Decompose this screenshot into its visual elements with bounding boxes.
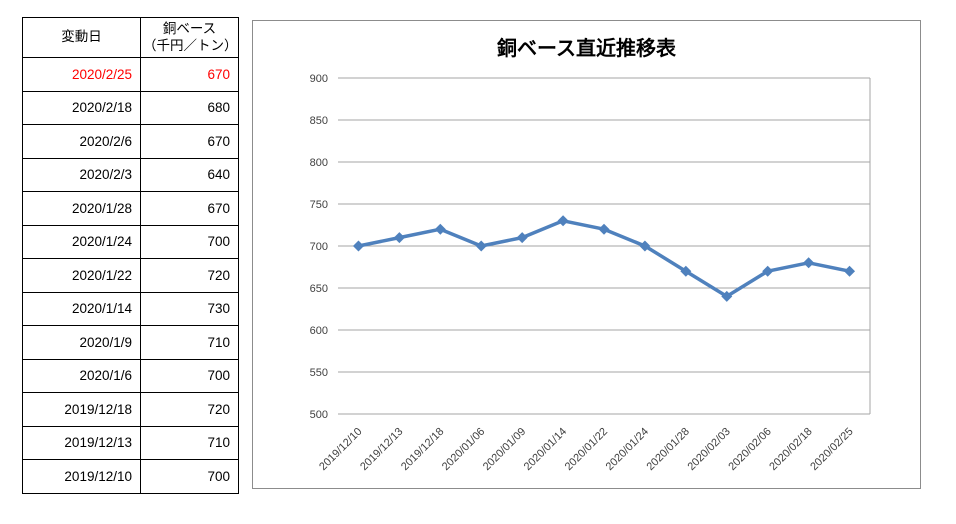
- date-cell[interactable]: 2020/2/25: [22, 57, 141, 92]
- value-cell[interactable]: 640: [140, 157, 239, 192]
- table-row: 2019/12/13 710: [22, 425, 239, 460]
- data-point-marker: [352, 240, 364, 252]
- table-header-row: 変動日 銅ベース （千円／トン）: [22, 17, 239, 58]
- table-row: 2020/1/9 710: [22, 325, 239, 360]
- date-cell[interactable]: 2020/2/3: [22, 157, 141, 192]
- date-cell[interactable]: 2019/12/18: [22, 392, 141, 427]
- table-row: 2020/2/3 640: [22, 157, 239, 192]
- value-cell[interactable]: 710: [140, 425, 239, 460]
- x-axis-tick-label: 2020/02/18: [767, 426, 814, 473]
- date-cell[interactable]: 2020/1/24: [22, 224, 141, 259]
- table-row: 2020/1/14 730: [22, 291, 239, 326]
- value-cell[interactable]: 720: [140, 392, 239, 427]
- table-row: 2020/1/22 720: [22, 258, 239, 293]
- y-axis-tick-label: 850: [310, 115, 328, 127]
- value-header-line2: （千円／トン）: [143, 37, 238, 53]
- y-axis-tick-label: 550: [310, 367, 328, 379]
- data-point-marker: [844, 265, 856, 277]
- date-cell[interactable]: 2020/2/6: [22, 124, 141, 159]
- table-row: 2020/1/28 670: [22, 191, 239, 226]
- table-row: 2020/2/18 680: [22, 90, 239, 125]
- date-cell[interactable]: 2020/1/9: [22, 325, 141, 360]
- x-axis-tick-label: 2020/02/06: [726, 426, 773, 473]
- x-axis-tick-label: 2020/01/24: [604, 426, 651, 473]
- value-cell[interactable]: 730: [140, 291, 239, 326]
- data-point-marker: [639, 240, 651, 252]
- x-axis-tick-label: 2020/02/03: [685, 426, 732, 473]
- x-axis-tick-label: 2019/12/18: [399, 426, 446, 473]
- data-point-marker: [680, 265, 692, 277]
- value-cell[interactable]: 700: [140, 224, 239, 259]
- x-axis-tick-label: 2020/01/06: [440, 426, 487, 473]
- value-cell[interactable]: 700: [140, 358, 239, 393]
- value-cell[interactable]: 670: [140, 191, 239, 226]
- table-row: 2020/1/6 700: [22, 358, 239, 393]
- x-axis-tick-label: 2019/12/10: [317, 426, 364, 473]
- y-axis-tick-label: 750: [310, 199, 328, 211]
- chart[interactable]: 銅ベース直近推移表 500 550 600 650 700 750 800 850 900 201…: [252, 20, 921, 489]
- y-axis-tick-label: 600: [310, 325, 328, 337]
- table-row: 2020/1/24 700: [22, 224, 239, 259]
- table-row: 2019/12/18 720: [22, 392, 239, 427]
- date-cell[interactable]: 2020/1/14: [22, 291, 141, 326]
- table-row: 2019/12/10 700: [22, 459, 239, 494]
- x-axis-tick-label: 2020/01/09: [481, 426, 528, 473]
- data-point-marker: [475, 240, 487, 252]
- table-row: 2020/2/6 670: [22, 124, 239, 159]
- data-point-marker: [434, 223, 446, 235]
- date-cell[interactable]: 2020/1/22: [22, 258, 141, 293]
- x-axis-tick-label: 2020/01/22: [563, 426, 610, 473]
- data-point-marker: [393, 232, 405, 244]
- date-column-header[interactable]: 変動日: [22, 17, 141, 58]
- y-axis-tick-label: 650: [310, 283, 328, 295]
- x-axis-tick-label: 2019/12/13: [358, 426, 405, 473]
- value-cell[interactable]: 680: [140, 90, 239, 125]
- chart-plot-area: 5005506006507007508008509002019/12/10201…: [310, 73, 871, 473]
- y-axis-tick-label: 700: [310, 241, 328, 253]
- data-point-marker: [557, 215, 569, 227]
- data-point-marker: [721, 290, 733, 302]
- value-cell[interactable]: 670: [140, 124, 239, 159]
- value-header-line1: 銅ベース: [162, 21, 217, 37]
- x-axis-tick-label: 2020/02/25: [808, 426, 855, 473]
- y-axis-tick-label: 900: [310, 73, 328, 85]
- y-axis-tick-label: 500: [310, 409, 328, 421]
- data-point-marker: [598, 223, 610, 235]
- date-cell[interactable]: 2020/2/18: [22, 90, 141, 125]
- value-column-header[interactable]: 銅ベース （千円／トン）: [140, 17, 239, 58]
- date-cell[interactable]: 2020/1/28: [22, 191, 141, 226]
- value-cell[interactable]: 710: [140, 325, 239, 360]
- data-point-marker: [516, 232, 528, 244]
- table-row: 2020/2/25 670: [22, 57, 239, 92]
- x-axis-tick-label: 2020/01/14: [522, 426, 569, 473]
- value-cell[interactable]: 700: [140, 459, 239, 494]
- date-cell[interactable]: 2020/1/6: [22, 358, 141, 393]
- data-point-marker: [762, 265, 774, 277]
- value-cell[interactable]: 670: [140, 57, 239, 92]
- price-table: 変動日 銅ベース （千円／トン） 2020/2/25 670 2020/2/18 …: [22, 17, 239, 494]
- x-axis-tick-label: 2020/01/28: [645, 426, 692, 473]
- date-cell[interactable]: 2019/12/13: [22, 425, 141, 460]
- value-cell[interactable]: 720: [140, 258, 239, 293]
- date-cell[interactable]: 2019/12/10: [22, 459, 141, 494]
- chart-title: 銅ベース直近推移表: [497, 38, 676, 60]
- y-axis-tick-label: 800: [310, 157, 328, 169]
- data-point-marker: [803, 257, 815, 269]
